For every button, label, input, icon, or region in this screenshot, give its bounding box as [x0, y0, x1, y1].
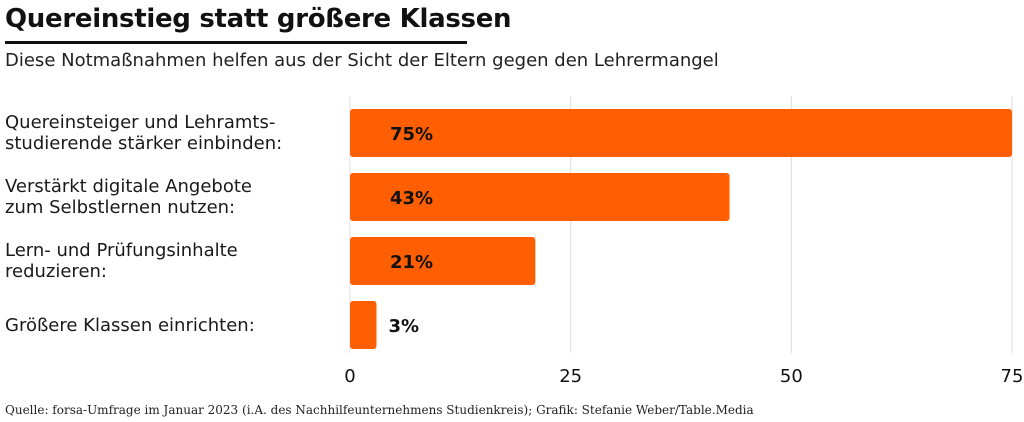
bar — [350, 237, 536, 285]
category-label: Verstärkt digitale Angebote zum Selbstler… — [5, 176, 335, 218]
category-label-line: Größere Klassen einrichten: — [5, 314, 255, 336]
bar-chart: 0 25 50 75 75% 43% 21% 3% — [344, 96, 1024, 387]
category-label: Quereinsteiger und Lehramts-studierende … — [5, 112, 335, 154]
category-label: Größere Klassen einrichten: — [5, 315, 335, 336]
category-label: Lern- und Prüfungsinhalte reduzieren: — [5, 240, 335, 282]
data-label: 75% — [390, 124, 433, 145]
data-label: 21% — [390, 252, 433, 273]
category-label-line: Quereinsteiger und Lehramts- — [5, 112, 276, 133]
chart-title: Quereinstieg statt größere Klassen — [5, 4, 512, 34]
category-label-line: Lern- und Prüfungsinhalte — [5, 240, 238, 261]
category-label-line: zum Selbstlernen nutzen: — [5, 197, 236, 218]
x-tick-label: 75 — [1001, 366, 1024, 387]
category-label-line: Verstärkt digitale Angebote — [5, 176, 252, 197]
bar — [350, 301, 377, 349]
source-note: Quelle: forsa-Umfrage im Januar 2023 (i.… — [5, 403, 754, 417]
bar — [350, 109, 1012, 157]
bar — [350, 173, 730, 221]
category-label-line: studierende stärker einbinden: — [5, 133, 283, 154]
chart-subtitle: Diese Notmaßnahmen helfen aus der Sicht … — [5, 50, 719, 71]
category-label-line: reduzieren: — [5, 261, 107, 282]
data-label: 43% — [390, 188, 433, 209]
x-tick-label: 25 — [559, 366, 582, 387]
title-underline — [5, 41, 467, 44]
x-tick-label: 0 — [344, 366, 355, 387]
x-tick-label: 50 — [780, 366, 803, 387]
data-label: 3% — [388, 316, 419, 337]
